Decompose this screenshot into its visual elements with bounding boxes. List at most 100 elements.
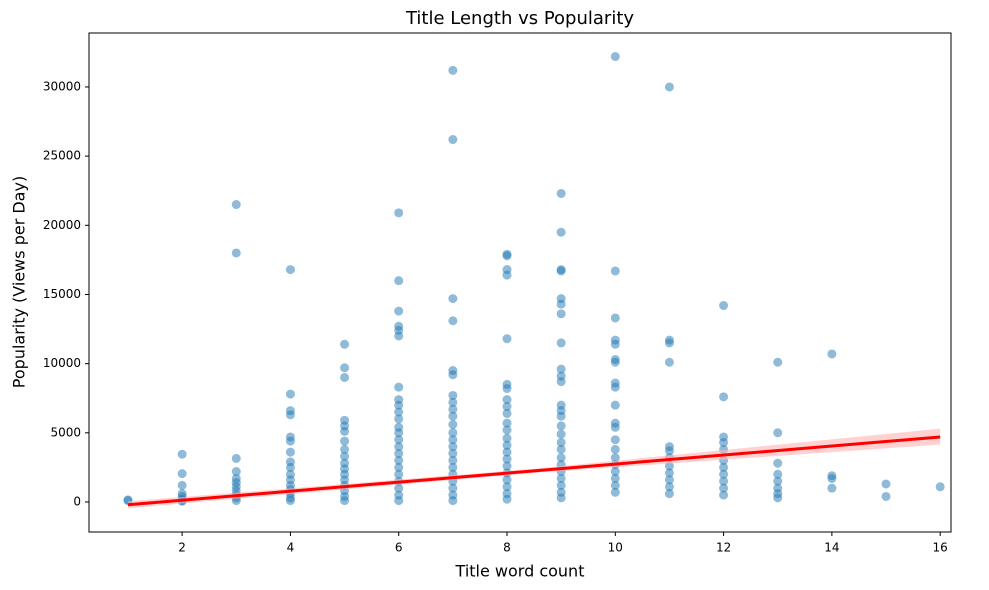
point: [285, 410, 295, 420]
y-axis-label: Popularity (Views per Day): [10, 176, 29, 388]
y-tick-label: 0: [73, 494, 81, 508]
point: [773, 493, 783, 503]
point: [394, 496, 404, 506]
x-tick-label: 14: [824, 541, 839, 555]
point: [556, 429, 566, 439]
point: [610, 382, 620, 392]
x-tick-label: 12: [716, 541, 731, 555]
point: [719, 476, 729, 486]
point: [231, 200, 241, 210]
point: [448, 449, 458, 459]
point: [340, 363, 350, 373]
x-tick-label: 10: [608, 541, 623, 555]
point: [394, 442, 404, 452]
point: [448, 404, 458, 414]
point: [556, 364, 566, 374]
point: [231, 453, 241, 463]
point: [664, 82, 674, 92]
point: [773, 476, 783, 486]
point: [340, 444, 350, 454]
x-tick-label: 4: [287, 541, 295, 555]
point: [719, 462, 729, 472]
point: [394, 462, 404, 472]
point: [394, 469, 404, 479]
trend-line: [127, 435, 941, 507]
point: [340, 451, 350, 461]
point: [719, 483, 729, 493]
point: [502, 440, 512, 450]
point: [719, 437, 729, 447]
point: [340, 339, 350, 349]
point: [610, 400, 620, 410]
point: [285, 436, 295, 446]
y-tick-label: 15000: [43, 287, 81, 301]
point: [719, 469, 729, 479]
x-axis-label: Title word count: [455, 562, 585, 581]
point: [773, 428, 783, 438]
point: [231, 248, 241, 258]
point: [556, 377, 566, 387]
point: [610, 453, 620, 463]
point: [285, 447, 295, 457]
point: [231, 467, 241, 477]
point: [340, 436, 350, 446]
point: [502, 408, 512, 418]
point: [556, 421, 566, 431]
point: [502, 461, 512, 471]
point: [502, 251, 512, 261]
point: [610, 357, 620, 367]
point: [177, 469, 187, 479]
point: [285, 265, 295, 275]
point: [556, 411, 566, 421]
point: [448, 428, 458, 438]
y-tick-label: 25000: [43, 149, 81, 163]
point: [610, 266, 620, 276]
point: [664, 468, 674, 478]
point: [664, 489, 674, 499]
point: [664, 482, 674, 492]
point: [935, 482, 945, 492]
point: [664, 446, 674, 456]
point: [394, 306, 404, 316]
point: [719, 490, 729, 500]
point: [556, 444, 566, 454]
point: [394, 414, 404, 424]
point: [448, 435, 458, 445]
point: [394, 400, 404, 410]
point: [502, 418, 512, 428]
point: [394, 428, 404, 438]
point: [610, 467, 620, 477]
point: [556, 338, 566, 348]
point: [502, 475, 512, 485]
point: [502, 334, 512, 344]
point: [610, 313, 620, 323]
point: [502, 454, 512, 464]
point: [448, 483, 458, 493]
point: [394, 449, 404, 459]
point: [610, 435, 620, 445]
point: [502, 447, 512, 457]
point: [502, 270, 512, 280]
point: [664, 461, 674, 471]
point: [556, 299, 566, 309]
point: [664, 475, 674, 485]
point: [556, 227, 566, 237]
point: [448, 442, 458, 452]
point: [448, 294, 458, 304]
point: [556, 480, 566, 490]
point: [502, 425, 512, 435]
point: [719, 301, 729, 311]
point: [827, 473, 837, 483]
y-tick-label: 10000: [43, 356, 81, 370]
point: [827, 349, 837, 359]
point: [177, 449, 187, 459]
chart-title: Title Length vs Popularity: [405, 8, 634, 29]
point: [502, 384, 512, 394]
point: [394, 435, 404, 445]
point: [394, 276, 404, 286]
point: [773, 469, 783, 479]
point: [610, 487, 620, 497]
point: [285, 389, 295, 399]
point: [394, 382, 404, 392]
